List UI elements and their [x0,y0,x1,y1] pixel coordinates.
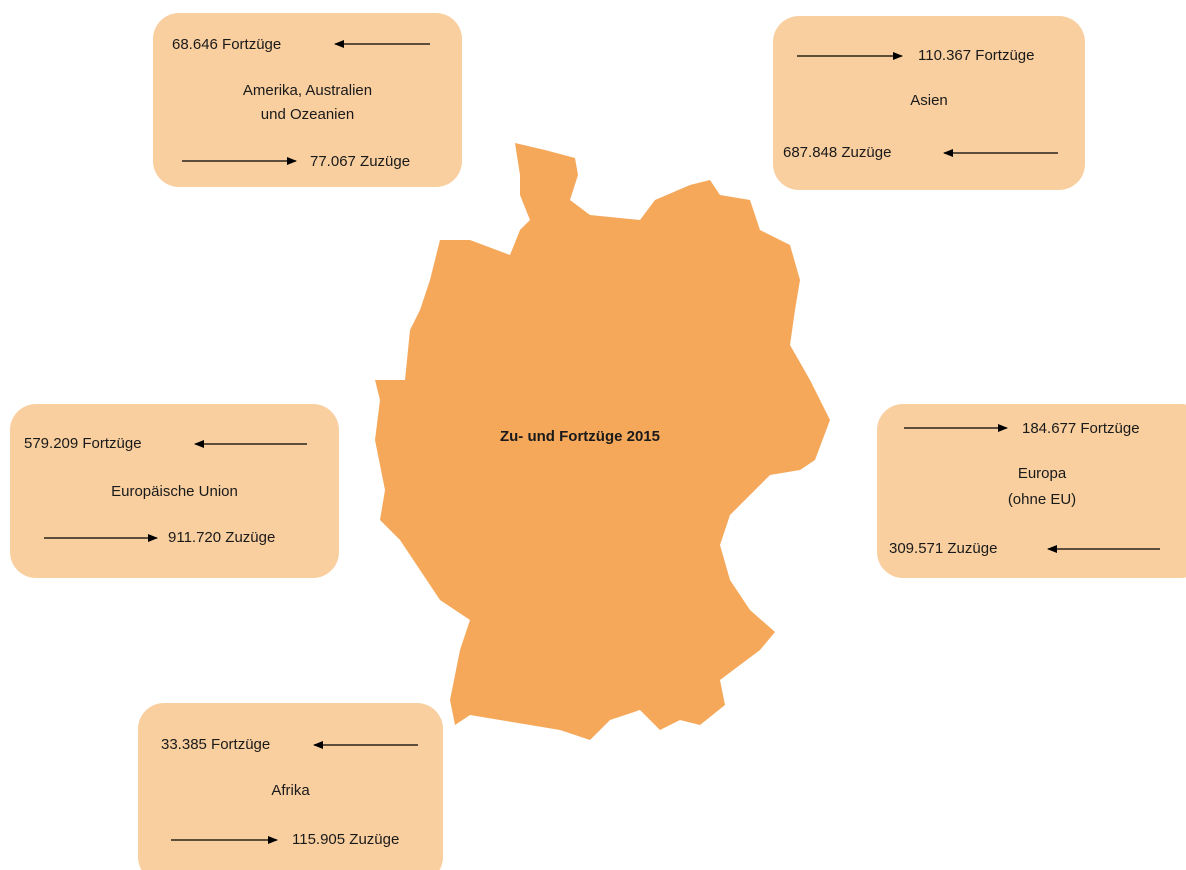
region-name: Europäische Union [111,483,238,500]
region-name: (ohne EU) [1008,491,1076,508]
fortzuege-label: 579.209 Fortzüge [24,435,142,452]
fortzuege-label: 110.367 Fortzüge [918,47,1034,64]
zuzuege-label: 77.067 Zuzüge [310,153,410,170]
zuzuege-label: 911.720 Zuzüge [168,529,275,546]
region-boxes: 68.646 Fortzüge Amerika, Australien und Oz… [10,13,1186,870]
fortzuege-label: 184.677 Fortzüge [1022,420,1140,437]
region-box [10,404,339,578]
fortzuege-label: 33.385 Fortzüge [161,736,270,753]
map-title: Zu- und Fortzüge 2015 [500,428,660,445]
region-box [877,404,1186,578]
region-name: Europa [1018,465,1067,482]
zuzuege-label: 309.571 Zuzüge [889,540,997,557]
zuzuege-label: 687.848 Zuzüge [783,144,891,161]
region-box [153,13,462,187]
region-box [773,16,1085,190]
region-name: Amerika, Australien [243,82,372,99]
region-name: Asien [910,92,948,109]
region-name: Afrika [271,782,310,799]
fortzuege-label: 68.646 Fortzüge [172,36,281,53]
germany-map [375,143,830,740]
region-name: und Ozeanien [261,106,354,123]
zuzuege-label: 115.905 Zuzüge [292,831,399,848]
